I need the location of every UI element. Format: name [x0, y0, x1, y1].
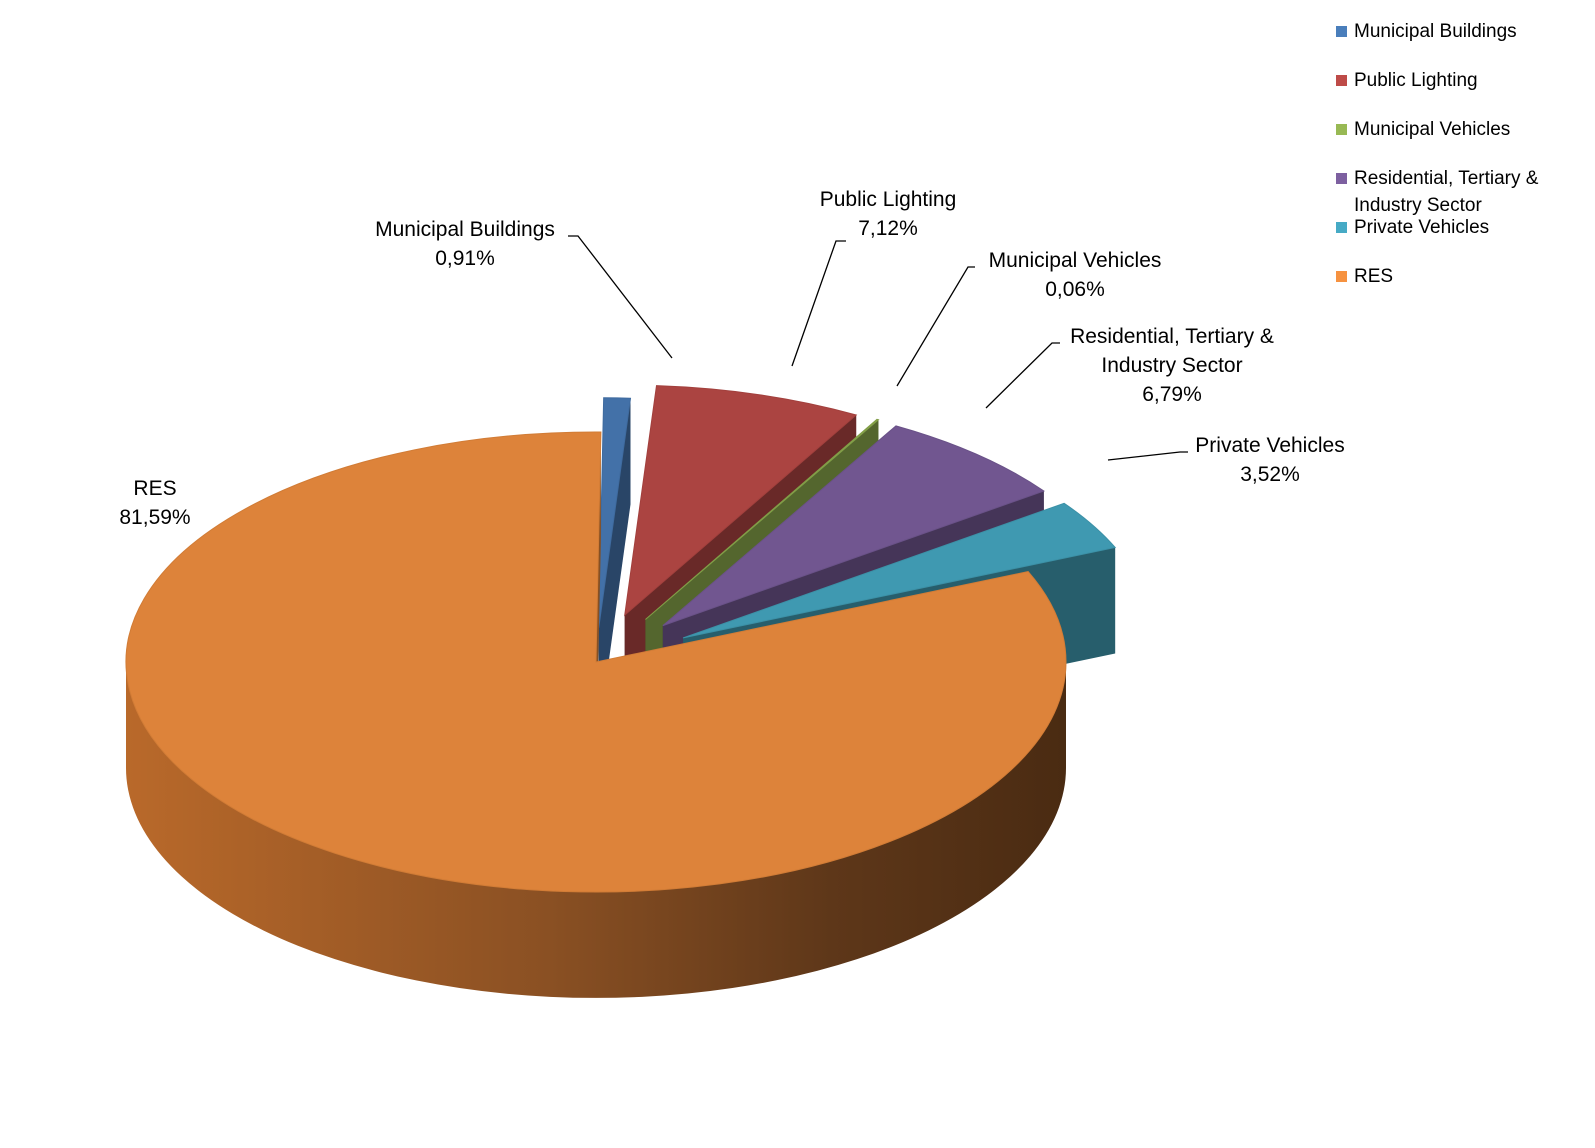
slice-top: [662, 425, 1046, 627]
slice-top: [624, 385, 858, 617]
slice-top: [598, 397, 632, 628]
slice-outer-wall: [126, 662, 1066, 998]
data-label-municipal-vehicles: Municipal Vehicles 0,06%: [989, 249, 1162, 301]
leader-line-private-vehicles: [1107, 451, 1188, 461]
data-label-private-vehicles: Private Vehicles 3,52%: [1195, 434, 1344, 486]
leader-line-municipal-vehicles: [896, 266, 975, 387]
legend-item-residential-tertiary-industry: Residential, Tertiary & Industry Sector: [1336, 165, 1574, 219]
data-label-residential-tertiary-industry: Residential, Tertiary & Industry Sector 6,…: [1070, 325, 1274, 406]
leader-lines: [568, 235, 1188, 461]
slice-side-end: [598, 398, 631, 734]
slice-municipal-buildings: [598, 397, 632, 734]
leader-line-residential-tertiary-industry: [985, 342, 1060, 409]
legend-swatch: [1336, 124, 1347, 135]
data-labels: Municipal Buildings 0,91% Public Lighting 7…: [119, 188, 1344, 529]
legend-item-public-lighting: Public Lighting: [1336, 67, 1574, 94]
data-label-municipal-buildings: Municipal Buildings 0,91%: [375, 218, 555, 270]
data-label-public-lighting: Public Lighting 7,12%: [820, 188, 957, 240]
data-label-res: RES 81,59%: [119, 477, 190, 529]
slice-top: [125, 431, 1067, 893]
leader-line-public-lighting: [791, 240, 846, 367]
legend-item-municipal-buildings: Municipal Buildings: [1336, 18, 1574, 45]
legend-swatch: [1336, 271, 1347, 282]
legend-swatch: [1336, 75, 1347, 86]
legend-label: Municipal Buildings: [1354, 21, 1517, 42]
legend-label: Public Lighting: [1354, 70, 1478, 91]
pie-slices: [125, 385, 1117, 998]
slice-top: [682, 502, 1117, 639]
legend-swatch: [1336, 26, 1347, 37]
legend-label: Private Vehicles: [1354, 217, 1490, 238]
leader-line-municipal-buildings: [568, 235, 673, 359]
legend-label: RES: [1354, 266, 1394, 287]
legend-label: Municipal Vehicles: [1354, 119, 1511, 140]
legend-label: Residential, Tertiary & Industry Sector: [1354, 168, 1539, 216]
legend-item-private-vehicles: Private Vehicles: [1336, 214, 1574, 241]
slice-top: [645, 418, 880, 620]
legend-item-municipal-vehicles: Municipal Vehicles: [1336, 116, 1574, 143]
legend-swatch: [1336, 173, 1347, 184]
legend-item-res: RES: [1336, 263, 1574, 290]
slice-res: [125, 431, 1067, 998]
legend-swatch: [1336, 222, 1347, 233]
